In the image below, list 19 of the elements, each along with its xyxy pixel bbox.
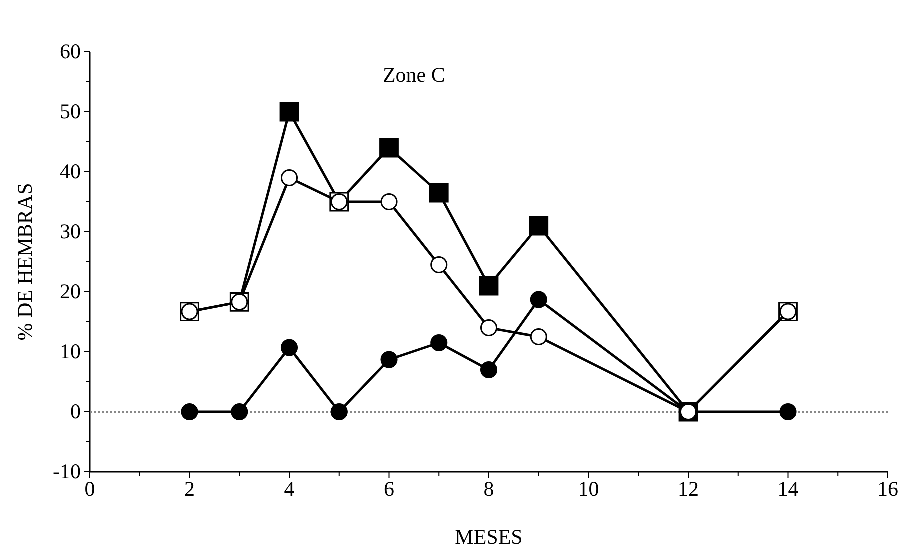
x-tick-label: 6 <box>384 476 394 501</box>
y-tick-label: 20 <box>60 280 81 304</box>
x-tick-label: 16 <box>878 476 898 501</box>
y-axis-title: % DE HEMBRAS <box>13 183 37 341</box>
x-tick-label: 10 <box>578 476 600 501</box>
y-tick-label: 40 <box>60 160 81 184</box>
y-tick-label: 10 <box>60 340 81 364</box>
x-tick-label: 4 <box>284 476 296 501</box>
x-axis-title: MESES <box>455 525 523 549</box>
x-tick-label: 2 <box>184 476 195 501</box>
y-tick-label: -10 <box>53 460 81 484</box>
y-tick-label: 50 <box>60 100 81 124</box>
text: Zone C <box>382 63 446 87</box>
x-tick-label: 14 <box>778 476 800 501</box>
y-tick-label: 60 <box>60 40 81 64</box>
y-tick-label: 0 <box>70 400 81 424</box>
y-tick-label: 30 <box>60 220 81 244</box>
x-tick-label: 8 <box>484 476 494 501</box>
x-tick-label: 12 <box>678 476 699 501</box>
